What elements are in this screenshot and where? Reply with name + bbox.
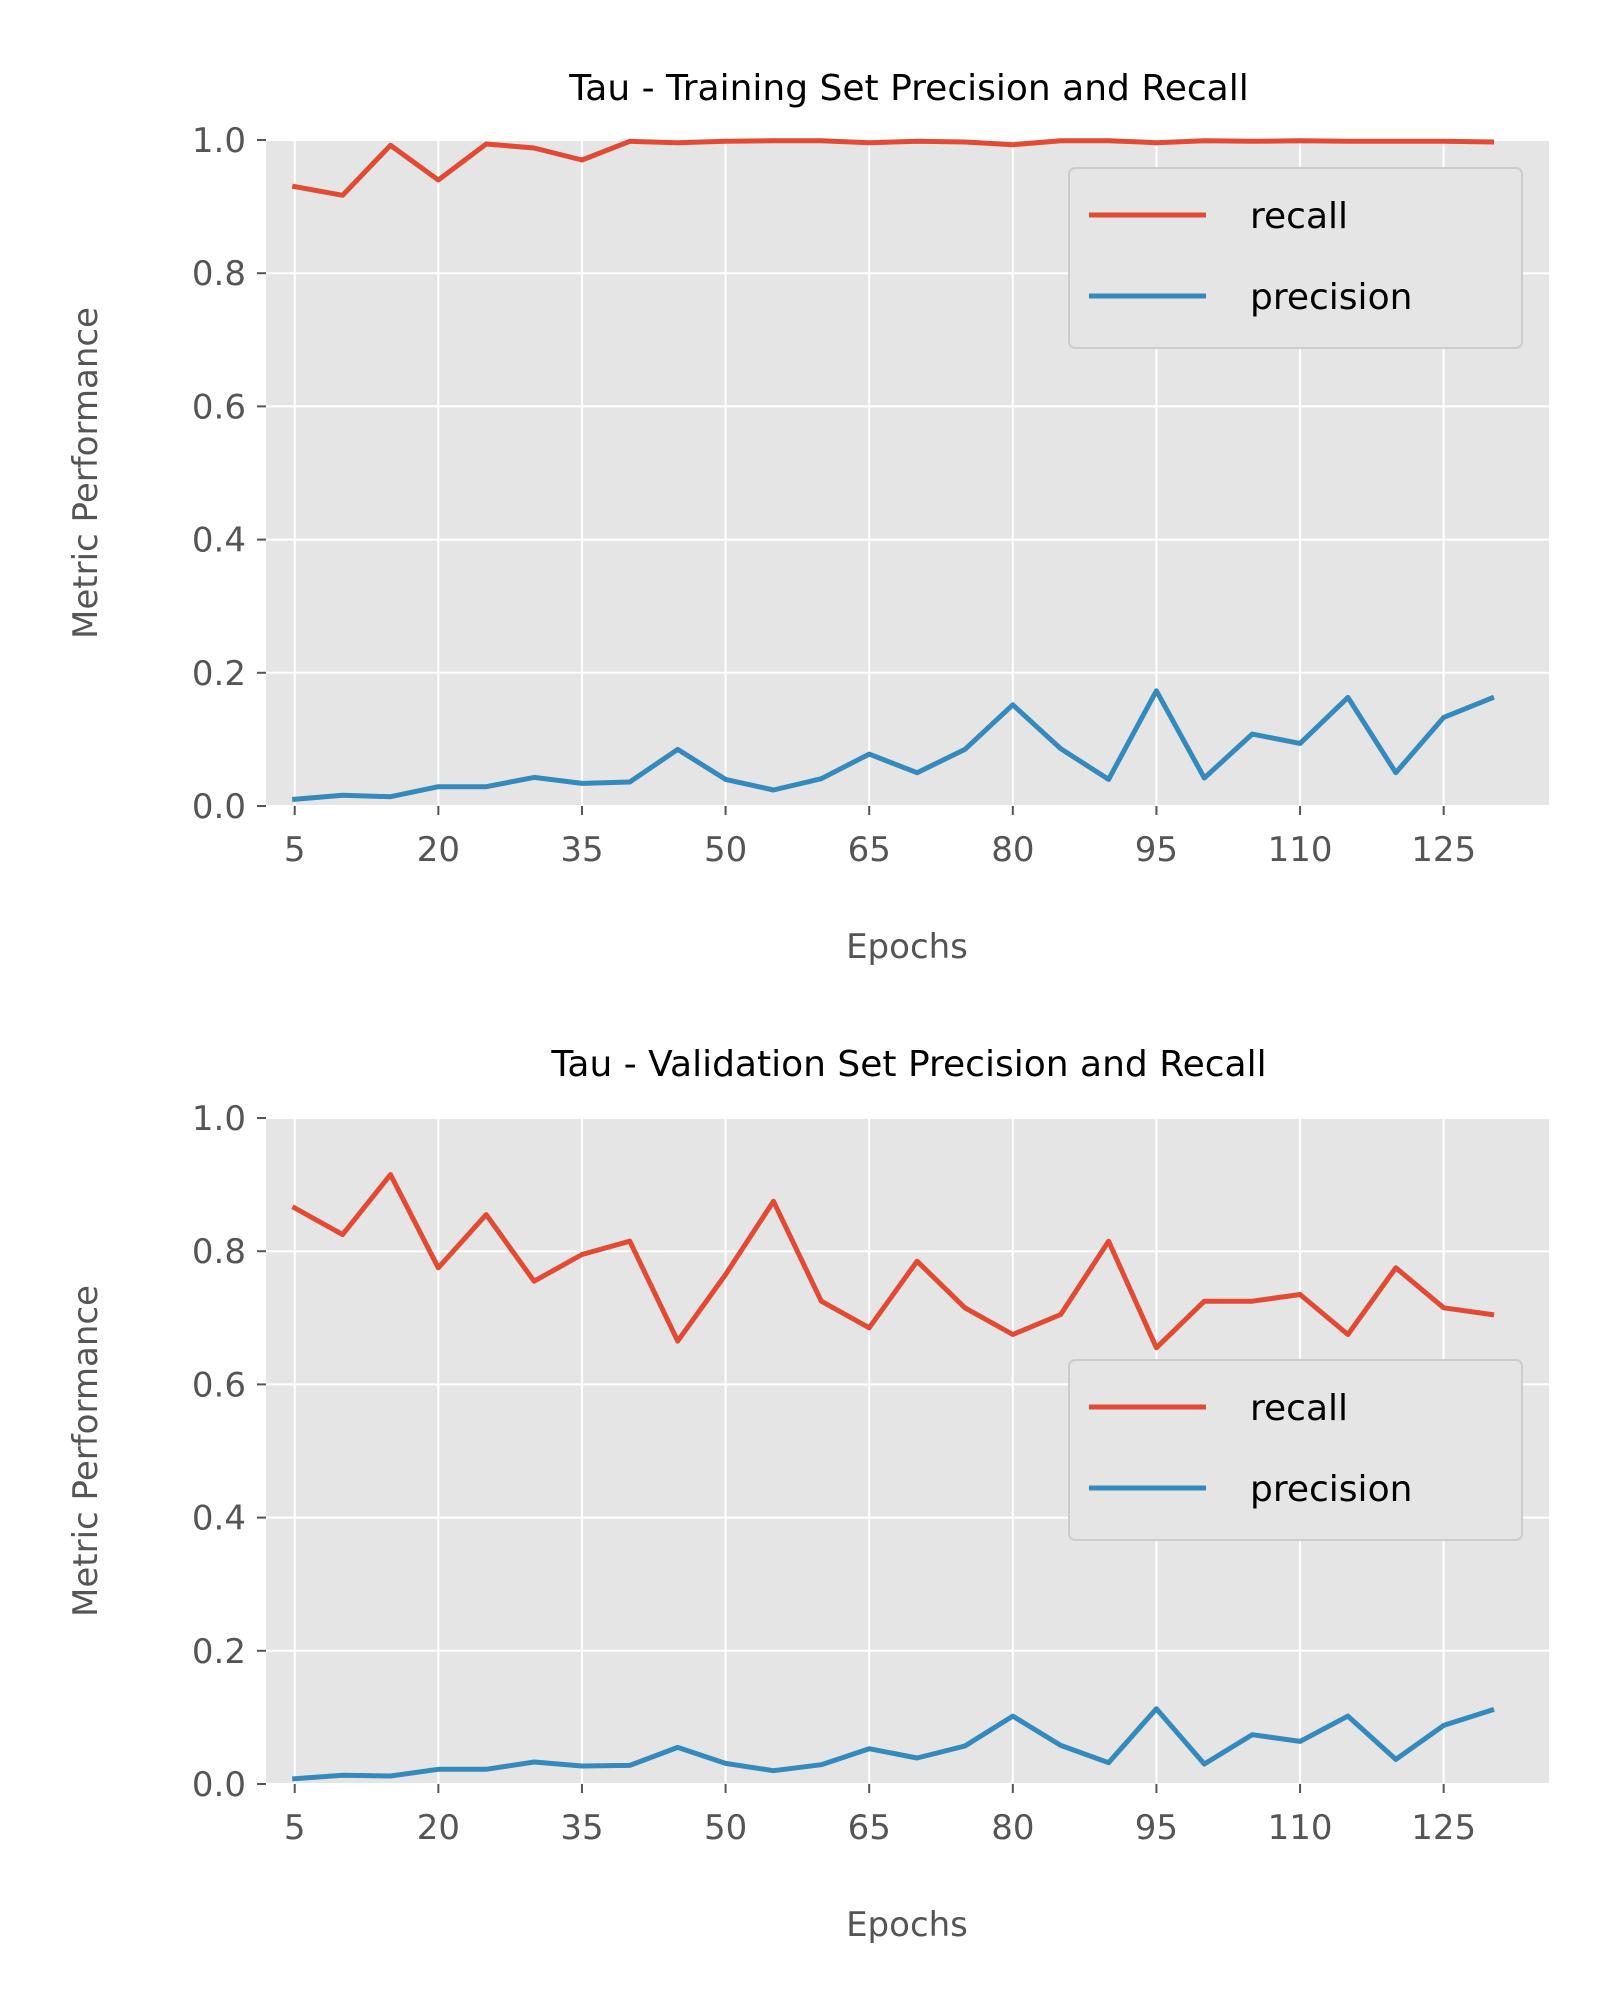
x-tick-label: 125 [1411,830,1476,870]
validation-chart: Tau - Validation Set Precision and Recal… [66,1044,1549,1945]
y-tick-label: 1.0 [192,1099,246,1139]
chart-title: Tau - Training Set Precision and Recall [568,68,1248,109]
x-tick-label: 50 [704,1808,747,1848]
y-tick-label: 0.8 [192,254,246,294]
training-chart: Tau - Training Set Precision and Recall … [66,68,1549,967]
legend-label-recall: recall [1250,1388,1348,1429]
x-tick-label: 35 [560,1808,603,1848]
y-tick-label: 0.6 [192,1365,246,1405]
x-tick-label: 20 [417,830,460,870]
y-tick-label: 0.0 [192,1765,246,1805]
y-tick-label: 0.8 [192,1232,246,1272]
y-tick-label: 1.0 [192,121,246,161]
series-line-recall [291,138,1495,198]
x-tick-label: 65 [848,1808,891,1848]
x-tick-label: 65 [848,830,891,870]
y-tick-label: 0.4 [192,1499,246,1539]
series-line-recall [291,1172,1495,1351]
y-tick-label: 0.2 [192,1632,246,1672]
chart-title: Tau - Validation Set Precision and Recal… [550,1044,1266,1085]
x-tick-label: 80 [991,1808,1034,1848]
tick-labels: 5 20 35 50 65 80 95 110 125 0.0 0.2 0.4 0.6 0.8 1.0 [192,1099,1476,1848]
x-tick-label: 35 [560,830,603,870]
x-tick-label: 80 [991,830,1034,870]
y-tick-label: 0.0 [192,787,246,827]
x-tick-label: 95 [1135,830,1178,870]
series-lines [291,138,1495,802]
y-tick-label: 0.2 [192,654,246,694]
series-line-precision [292,688,1495,802]
x-tick-label: 125 [1411,1808,1476,1848]
legend: recall precision [1068,167,1523,349]
x-tick-label: 110 [1268,1808,1333,1848]
x-tick-label: 95 [1135,1808,1178,1848]
series-lines [291,1172,1495,1782]
y-tick-label: 0.6 [192,387,246,427]
x-axis-label: Epochs [846,1905,968,1945]
legend-label-precision: precision [1250,1469,1412,1510]
legend: recall precision [1068,1359,1523,1541]
y-tick-label: 0.4 [192,521,246,561]
y-axis-label: Metric Performance [66,307,106,639]
x-tick-label: 5 [284,830,306,870]
x-axis-label: Epochs [846,927,968,967]
legend-label-recall: recall [1250,196,1348,237]
legend-box [1068,167,1523,349]
y-axis-label: Metric Performance [66,1285,106,1617]
series-line-precision [292,1706,1495,1782]
x-tick-label: 5 [284,1808,306,1848]
tick-labels: 5 20 35 50 65 80 95 110 125 0.0 0.2 0.4 0.6 0.8 1.0 [192,121,1476,870]
legend-label-precision: precision [1250,277,1412,318]
legend-box [1068,1359,1523,1541]
x-tick-label: 50 [704,830,747,870]
x-tick-label: 20 [417,1808,460,1848]
x-tick-label: 110 [1268,830,1333,870]
